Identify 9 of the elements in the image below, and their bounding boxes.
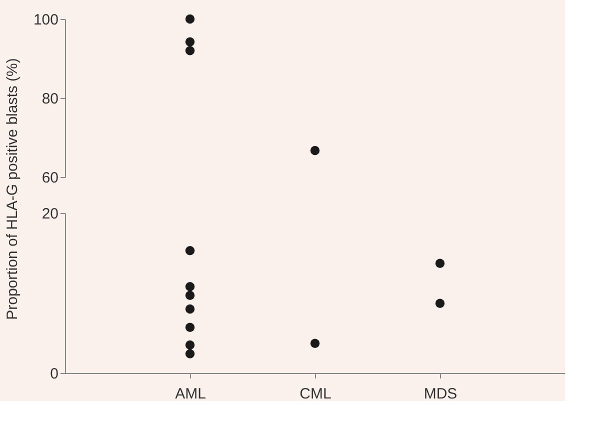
y-tick-label: 0 [50,366,58,382]
y-tick-label: 80 [42,90,58,108]
y-tick-label: 20 [42,206,58,222]
x-tick-label: MDS [424,386,458,402]
y-tick-label: 100 [33,12,58,28]
x-tick-label: AML [175,386,206,402]
y-tick-label: 60 [42,170,58,186]
x-tick-label: CML [300,386,332,402]
y-axis-title: Proportion of HLA-G positive blasts (%) [4,58,21,320]
